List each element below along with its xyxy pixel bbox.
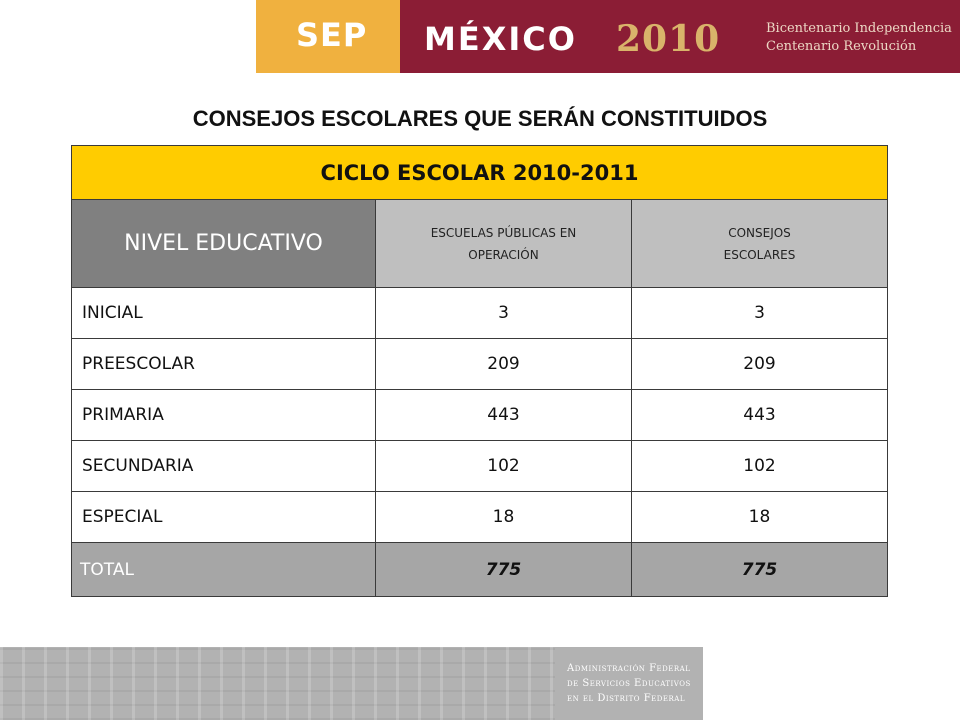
footer-line-2: de Servicios Educativos — [567, 678, 691, 689]
year-logo-text: 2010 — [616, 18, 721, 60]
total-label: TOTAL — [71, 542, 376, 597]
table-row: INICIAL 3 3 — [71, 287, 888, 339]
mexico-logo-text: MÉXICO — [424, 20, 577, 58]
row-nivel: ESPECIAL — [71, 491, 376, 543]
row-nivel: PRIMARIA — [71, 389, 376, 441]
mexico-2010-logo: MÉXICO 2010 Bicentenario Independencia C… — [400, 0, 960, 73]
bicentenario-text: Bicentenario Independencia Centenario Re… — [766, 20, 952, 56]
sep-logo-text: SEP — [296, 16, 368, 54]
row-consejos: 3 — [631, 287, 888, 339]
row-consejos: 443 — [631, 389, 888, 441]
total-consejos: 775 — [631, 542, 888, 597]
row-consejos: 18 — [631, 491, 888, 543]
column-header-row: NIVEL EDUCATIVO ESCUELAS PÚBLICAS EN OPE… — [71, 199, 888, 288]
header-banner: SEP MÉXICO 2010 Bicentenario Independenc… — [256, 0, 960, 73]
total-escuelas: 775 — [375, 542, 632, 597]
page-title: CONSEJOS ESCOLARES QUE SERÁN CONSTITUIDO… — [192, 106, 768, 131]
header-escuelas: ESCUELAS PÚBLICAS EN OPERACIÓN — [375, 199, 632, 288]
table-row: PREESCOLAR 209 209 — [71, 338, 888, 390]
row-nivel: PREESCOLAR — [71, 338, 376, 390]
table-row: SECUNDARIA 102 102 — [71, 440, 888, 492]
row-escuelas: 443 — [375, 389, 632, 441]
ciclo-row: CICLO ESCOLAR 2010-2011 — [71, 145, 888, 200]
bicentenario-line-1: Bicentenario Independencia — [766, 21, 952, 36]
row-escuelas: 102 — [375, 440, 632, 492]
header-escuelas-line-2: OPERACIÓN — [468, 247, 539, 262]
row-escuelas: 209 — [375, 338, 632, 390]
footer-pattern — [0, 647, 555, 720]
row-nivel: SECUNDARIA — [71, 440, 376, 492]
table-row: PRIMARIA 443 443 — [71, 389, 888, 441]
row-escuelas: 18 — [375, 491, 632, 543]
sep-logo: SEP — [256, 0, 400, 73]
row-consejos: 209 — [631, 338, 888, 390]
row-nivel: INICIAL — [71, 287, 376, 339]
header-escuelas-line-1: ESCUELAS PÚBLICAS EN — [430, 225, 577, 240]
total-row: TOTAL 775 775 — [71, 542, 888, 597]
row-escuelas: 3 — [375, 287, 632, 339]
row-consejos: 102 — [631, 440, 888, 492]
table-row: ESPECIAL 18 18 — [71, 491, 888, 543]
consejos-table: CICLO ESCOLAR 2010-2011 NIVEL EDUCATIVO … — [71, 145, 888, 597]
header-consejos-line-2: ESCOLARES — [723, 247, 796, 262]
footer-line-3: en el Distrito Federal — [567, 693, 685, 704]
header-consejos: CONSEJOS ESCOLARES — [631, 199, 888, 288]
ciclo-header: CICLO ESCOLAR 2010-2011 — [71, 145, 888, 200]
header-nivel: NIVEL EDUCATIVO — [71, 199, 376, 288]
footer-institution-text: Administración Federal de Servicios Educ… — [567, 661, 691, 706]
header-consejos-line-1: CONSEJOS — [728, 225, 791, 240]
footer-line-1: Administración Federal — [567, 663, 691, 674]
footer-banner: Administración Federal de Servicios Educ… — [0, 647, 703, 720]
bicentenario-line-2: Centenario Revolución — [766, 39, 917, 54]
